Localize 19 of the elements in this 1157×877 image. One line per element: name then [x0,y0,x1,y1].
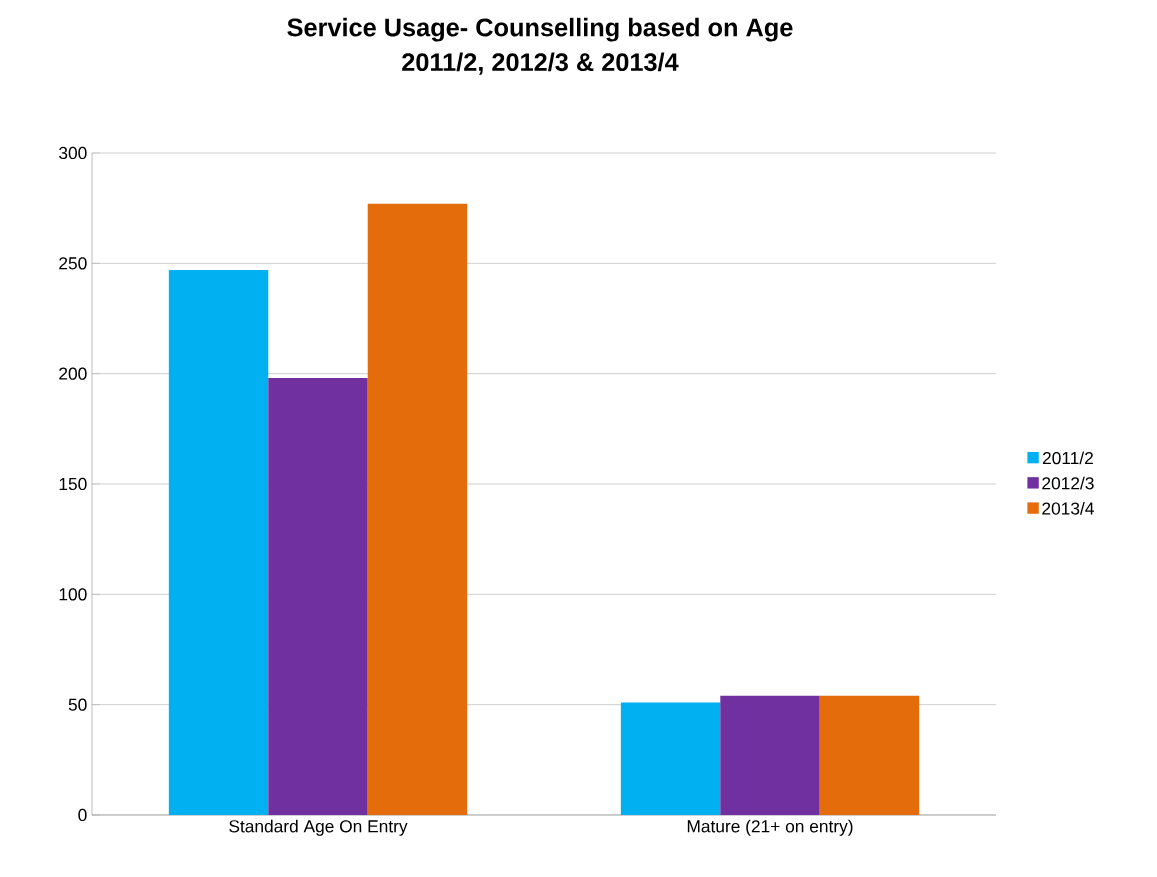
y-tick-label: 300 [59,146,87,160]
legend-label: 2013/4 [1042,501,1094,515]
bar [367,203,468,815]
bar [620,702,721,815]
chart-title: Service Usage- Counselling based on Age 2011/2, 2012/3 & 2013/4 [287,17,793,75]
x-tick-label: Standard Age On Entry [229,819,408,836]
y-tick-label: 50 [68,698,87,711]
y-tick-label: 150 [59,477,87,491]
y-tick-label: 250 [59,257,87,270]
bar [819,695,920,815]
x-tick-label: Mature (21+ on entry) [687,819,853,836]
y-tick-label: 200 [59,367,87,380]
legend-label: 2011/2 [1042,451,1093,465]
bar [268,378,368,815]
bar [720,695,820,815]
y-tick-label: 100 [59,588,87,601]
legend-label: 2012/3 [1042,476,1094,490]
y-tick-label: 0 [78,808,87,822]
bar [168,269,269,815]
